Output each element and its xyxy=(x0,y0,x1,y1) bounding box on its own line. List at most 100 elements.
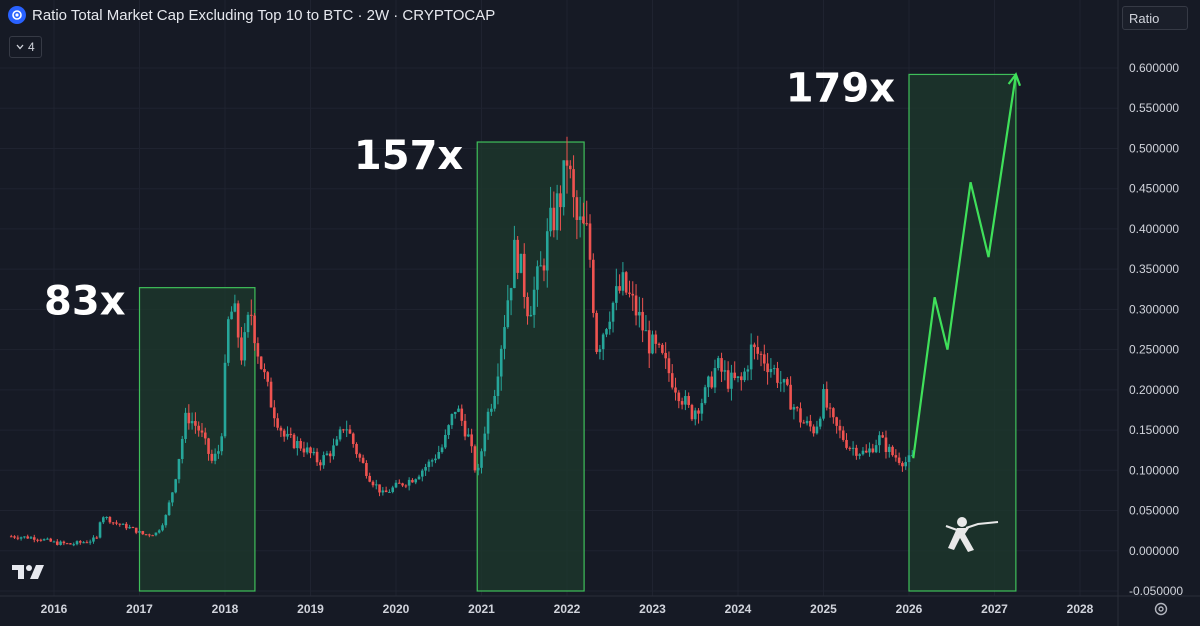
candle-body xyxy=(95,537,99,539)
candle-body xyxy=(157,530,161,533)
candle-body xyxy=(756,347,760,354)
candle-body xyxy=(250,314,253,316)
candle-body xyxy=(325,453,329,456)
candle-body xyxy=(332,445,335,457)
x-tick-label: 2027 xyxy=(981,602,1008,616)
x-tick-label: 2028 xyxy=(1067,602,1094,616)
candle-body xyxy=(282,430,286,437)
projection xyxy=(912,72,1022,459)
candle-body xyxy=(348,429,352,434)
candle-body xyxy=(723,370,727,372)
candle-body xyxy=(49,538,53,542)
candle-body xyxy=(647,330,651,354)
candle-body xyxy=(447,425,450,436)
candle-body xyxy=(220,436,224,452)
candle-body xyxy=(256,343,260,357)
candle-body xyxy=(588,223,592,260)
candle-body xyxy=(269,381,273,408)
y-tick-label: 0.550000 xyxy=(1129,101,1179,115)
y-tick-label: -0.050000 xyxy=(1129,584,1183,598)
tradingview-logo-icon[interactable] xyxy=(12,563,46,586)
candle-body xyxy=(98,522,102,538)
candle-body xyxy=(838,425,842,431)
candle-body xyxy=(841,430,845,440)
candle-body xyxy=(171,492,174,503)
candle-body xyxy=(296,440,299,449)
candle-body xyxy=(131,527,135,529)
y-tick-label: 0.200000 xyxy=(1129,383,1179,397)
y-tick-label: 0.150000 xyxy=(1129,423,1179,437)
candle-body xyxy=(730,372,733,389)
candle-body xyxy=(55,541,59,545)
candle-body xyxy=(897,457,901,463)
candle-body xyxy=(253,315,256,344)
candle-body xyxy=(65,543,69,545)
settings-gear-icon[interactable] xyxy=(1153,601,1169,622)
candle-body xyxy=(772,368,776,370)
cryptocap-icon[interactable] xyxy=(8,6,26,24)
candle-body xyxy=(424,467,427,471)
candle-body xyxy=(644,330,648,332)
candle-body xyxy=(75,541,79,545)
candle-body xyxy=(473,446,477,471)
candle-body xyxy=(312,451,316,454)
chevron-down-icon xyxy=(16,44,24,50)
candle-body xyxy=(845,439,848,448)
candle-body xyxy=(223,362,227,437)
candle-body xyxy=(13,536,16,538)
candle-body xyxy=(411,479,414,483)
candle-body xyxy=(391,487,395,492)
candle-body xyxy=(858,454,861,456)
ratio-scale-button[interactable]: Ratio xyxy=(1122,6,1188,30)
x-axis[interactable]: 2016 2017 2018 2019 2020 2021 2022 2023 2024 2025… xyxy=(41,602,1094,616)
candle-body xyxy=(739,376,743,381)
candle-body xyxy=(23,536,26,538)
candle-body xyxy=(414,479,418,483)
candle-body xyxy=(516,239,519,273)
candle-body xyxy=(151,535,154,537)
candle-body xyxy=(499,348,503,377)
candle-body xyxy=(835,417,838,426)
candle-body xyxy=(361,457,365,463)
candle-body xyxy=(197,425,200,431)
candle-body xyxy=(565,160,569,166)
candle-body xyxy=(506,300,510,328)
candle-body xyxy=(736,376,740,379)
candle-body xyxy=(240,337,243,361)
candle-body xyxy=(615,286,618,303)
candle-body xyxy=(667,358,671,374)
candle-body xyxy=(555,193,559,231)
candle-body xyxy=(105,516,108,518)
candle-body xyxy=(384,490,388,493)
candle-body xyxy=(562,160,566,208)
candle-body xyxy=(513,239,516,289)
candle-body xyxy=(536,266,539,290)
candle-body xyxy=(907,455,911,463)
candle-body xyxy=(62,541,66,544)
y-tick-label: 0.500000 xyxy=(1129,141,1179,155)
x-tick-label: 2018 xyxy=(212,602,239,616)
indicators-toggle[interactable]: 4 xyxy=(9,36,42,58)
x-tick-label: 2026 xyxy=(896,602,923,616)
candle-body xyxy=(236,303,240,338)
projection-line xyxy=(912,74,1017,459)
candle-body xyxy=(463,420,467,437)
candles xyxy=(9,136,914,547)
candle-body xyxy=(559,193,562,208)
chart-title: Ratio Total Market Cap Excluding Top 10 … xyxy=(32,6,496,24)
candle-body xyxy=(230,311,233,320)
candle-body xyxy=(444,435,447,448)
candle-body xyxy=(401,483,404,486)
candle-body xyxy=(490,408,493,412)
candle-body xyxy=(174,479,177,493)
candle-body xyxy=(628,292,631,294)
candle-body xyxy=(670,373,674,388)
candle-body xyxy=(29,537,33,539)
candle-body xyxy=(460,408,464,421)
y-axis[interactable]: 0.600000 0.550000 0.500000 0.450000 0.400000… xyxy=(1129,61,1183,598)
candle-body xyxy=(759,353,763,355)
candle-body xyxy=(26,536,29,539)
candle-body xyxy=(187,412,191,424)
candle-body xyxy=(72,544,76,546)
